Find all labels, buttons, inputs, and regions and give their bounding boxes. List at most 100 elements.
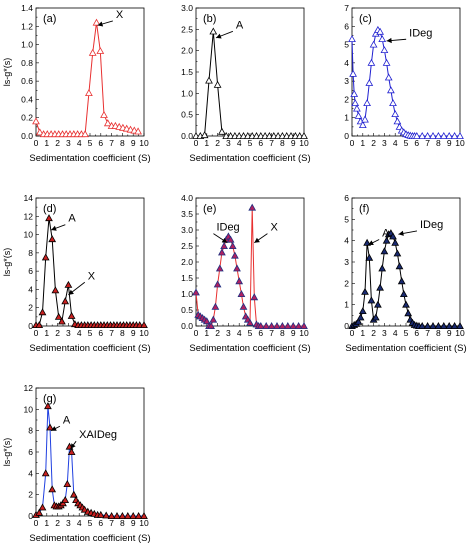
panel-5-x-tick-label: 4 xyxy=(237,328,242,338)
panel-1-series-line xyxy=(35,22,139,135)
panel-5-data-point xyxy=(228,241,237,250)
panel-6-data-point xyxy=(395,262,404,270)
panel-7-data-point xyxy=(46,423,54,431)
panel-2-y-tick-label: 3.0 xyxy=(181,3,193,13)
panel-7-data-point xyxy=(107,511,116,519)
panel-1-data-point xyxy=(35,128,44,136)
panel-5-data-point xyxy=(192,288,200,296)
panel-7-label: (g) xyxy=(43,393,56,405)
panel-7-x-tick-label: 1 xyxy=(44,518,49,528)
panel-3-data-point xyxy=(367,58,376,66)
panel-7-series-line xyxy=(35,406,144,517)
panel-4-data-point xyxy=(41,253,50,261)
panel-7-data-point xyxy=(69,490,78,498)
panel-1-y-tick-label: 1.0 xyxy=(21,40,33,50)
panel-4-x-tick-label: 5 xyxy=(88,328,93,338)
panel-5-data-point xyxy=(273,321,281,330)
panel-4-annotation-label: A xyxy=(68,213,76,225)
panel-6-data-point xyxy=(361,287,369,295)
panel-5-data-point xyxy=(246,318,254,326)
panel-7-x-tick-label: 6 xyxy=(98,518,103,528)
panel-5-y-tick-label: 3.5 xyxy=(181,209,193,219)
panel-2-data-point xyxy=(200,131,209,139)
panel-6-data-point xyxy=(418,321,427,330)
panel-2-x-tick-label: 5 xyxy=(248,138,253,148)
panel-2-data-point xyxy=(300,131,308,140)
panel-3-x-tick-label: 2 xyxy=(371,138,376,148)
panel-5-data-point xyxy=(233,264,241,272)
panel-5-data-point xyxy=(235,277,244,285)
panel-6-data-point xyxy=(393,249,402,257)
panel-6-data-point xyxy=(382,236,391,244)
panel-1-annotation-label: X xyxy=(116,9,124,21)
panel-5-data-point xyxy=(220,241,228,250)
panel-6-data-point xyxy=(363,238,371,246)
panel-6-y-tick-label: 6 xyxy=(344,193,349,203)
panel-3-data-point xyxy=(363,99,371,106)
panel-3-data-point xyxy=(358,120,367,128)
panel-2-x-tick-label: 4 xyxy=(237,138,242,148)
panel-7-x-tick-label: 0 xyxy=(34,518,39,528)
panel-3-data-point xyxy=(349,69,357,77)
panel-6-x-axis-label: Sedimentation coefficient (S) xyxy=(345,343,466,354)
panel-2-data-point xyxy=(205,76,213,84)
panel-7-annotation-label: XAIDeg xyxy=(79,429,117,441)
panel-2-data-point xyxy=(209,27,218,35)
panel-3-y-tick-label: 5 xyxy=(344,40,349,50)
panel-4-x-tick-label: 6 xyxy=(98,328,103,338)
panel-7-x-tick-label: 9 xyxy=(131,518,136,528)
panel-5-data-point xyxy=(256,321,265,330)
panel-5-annotation-label: X xyxy=(270,222,278,234)
panel-3-x-tick-label: 0 xyxy=(350,138,355,148)
panel-1-data-point xyxy=(103,119,112,127)
panel-6-annotation-arrowhead xyxy=(368,240,374,245)
panel-3-data-point xyxy=(391,110,400,117)
panel-6-x-tick-label: 10 xyxy=(455,328,465,338)
panel-2-y-tick-label: 0.5 xyxy=(181,110,193,120)
panel-5-data-point xyxy=(226,235,235,243)
panel-1-data-point xyxy=(88,48,97,56)
panel-7-data-point xyxy=(61,495,70,504)
panel-2-y-tick-label: 1.5 xyxy=(181,67,193,77)
panel-7-annotation-arrowhead xyxy=(70,443,76,449)
panel-5-data-point xyxy=(237,289,246,298)
panel-7-data-point xyxy=(35,508,44,516)
panel-2-annotation-arrowhead xyxy=(216,33,222,39)
panel-5-data-point xyxy=(239,302,248,310)
panel-4-x-axis-label: Sedimentation coefficient (S) xyxy=(29,343,150,354)
panel-6-data-point xyxy=(456,321,464,330)
panel-2-x-axis-label: Sedimentation coefficient (S) xyxy=(189,153,310,164)
panel-3-data-point xyxy=(382,58,391,66)
panel-6-data-point xyxy=(399,289,408,298)
panel-6-data-point xyxy=(354,317,363,325)
panel-4-y-tick-label: 14 xyxy=(24,193,34,203)
panel-5-y-tick-label: 3.0 xyxy=(181,225,193,235)
panel-6-label: (f) xyxy=(359,203,369,215)
panel-4-y-tick-label: 8 xyxy=(28,248,33,258)
panel-3-y-tick-label: 2 xyxy=(344,94,349,104)
panel-5-data-point xyxy=(262,321,271,330)
panel-1-data-point xyxy=(81,130,89,138)
panel-6-data-point xyxy=(434,321,443,330)
panel-6-x-tick-label: 2 xyxy=(371,328,376,338)
panel-5-data-point xyxy=(211,302,220,310)
panel-4-x-tick-label: 3 xyxy=(66,328,71,338)
panel-6-data-point xyxy=(423,321,432,330)
panel-1-x-tick-label: 8 xyxy=(120,138,125,148)
panel-6-data-point xyxy=(445,321,454,330)
panel-2-x-tick-label: 10 xyxy=(299,138,309,148)
panel-5-data-point xyxy=(283,321,292,330)
panel-5-annotation-arrowhead xyxy=(254,237,260,243)
panel-5-data-point xyxy=(207,321,215,330)
panel-7-data-point xyxy=(102,511,111,519)
panel-4-data-point xyxy=(45,214,53,222)
panel-1-x-tick-label: 0 xyxy=(34,138,39,148)
panel-1-y-tick-label: 0.4 xyxy=(21,94,33,104)
panel-6-x-tick-label: 3 xyxy=(382,328,387,338)
panel-7-data-point xyxy=(118,511,127,519)
panel-6-x-tick-label: 8 xyxy=(436,328,441,338)
panel-3-data-point xyxy=(365,78,374,86)
panel-3-data-point xyxy=(450,131,459,140)
panel-5-y-tick-label: 1.5 xyxy=(181,273,193,283)
panel-3-data-point xyxy=(351,99,360,106)
